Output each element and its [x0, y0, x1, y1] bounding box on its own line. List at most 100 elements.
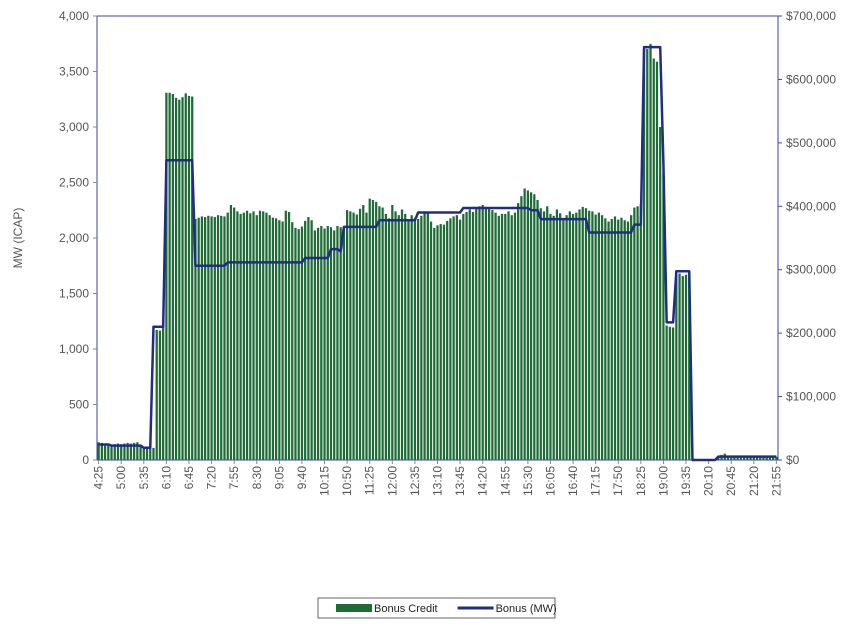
bar	[452, 216, 455, 460]
bar	[549, 213, 552, 460]
bar	[249, 213, 252, 460]
bar	[488, 207, 491, 460]
bar	[507, 211, 510, 460]
bar	[123, 443, 126, 460]
bar	[562, 218, 565, 460]
bar	[759, 456, 762, 460]
bar	[375, 201, 378, 461]
x-tick-label: 12:35	[408, 466, 422, 496]
bar	[597, 212, 601, 460]
bar	[210, 216, 213, 460]
bar	[610, 218, 613, 460]
bar	[142, 447, 145, 460]
bar	[500, 213, 504, 460]
bar	[313, 230, 316, 460]
bar	[630, 215, 633, 460]
bar	[152, 447, 155, 460]
bar	[271, 217, 275, 460]
x-tick-label: 16:40	[566, 466, 580, 496]
bar	[326, 225, 329, 460]
bar	[623, 220, 626, 460]
bar	[417, 218, 420, 460]
bar	[752, 456, 755, 460]
x-tick-label: 8:30	[250, 466, 264, 490]
y2-tick-label: $300,000	[786, 263, 836, 277]
bar	[220, 215, 223, 460]
bar	[433, 227, 436, 460]
legend-label: Bonus (MW)	[496, 603, 557, 615]
bar	[413, 218, 417, 460]
bar	[307, 217, 310, 460]
bar	[262, 211, 265, 460]
x-tick-label: 6:10	[159, 466, 173, 490]
bar	[132, 442, 136, 460]
bar	[659, 127, 662, 460]
y-tick-label: 1,000	[59, 342, 89, 356]
bar	[400, 209, 404, 460]
y2-tick-label: $600,000	[786, 72, 836, 86]
bar	[458, 219, 462, 460]
y2-tick-label: $400,000	[786, 199, 836, 213]
bar	[287, 211, 291, 460]
bar	[116, 443, 120, 460]
bar	[688, 277, 691, 460]
bar	[352, 212, 355, 460]
y-tick-label: 3,000	[59, 120, 89, 134]
bar	[358, 208, 362, 460]
bar	[139, 444, 142, 460]
x-tick-label: 14:20	[476, 466, 490, 496]
bar	[568, 211, 571, 460]
x-tick-label: 19:35	[679, 466, 693, 496]
bar	[739, 456, 743, 460]
bar	[517, 203, 520, 460]
bar	[542, 211, 546, 460]
bar	[655, 61, 659, 460]
x-tick-label: 14:55	[498, 466, 512, 496]
bar	[229, 205, 233, 460]
bar	[565, 215, 568, 460]
bar	[504, 213, 507, 460]
bar	[226, 212, 229, 460]
bar	[765, 456, 768, 460]
bar	[646, 48, 649, 461]
x-tick-label: 13:45	[453, 466, 467, 496]
bar	[497, 215, 500, 460]
bar	[268, 215, 271, 460]
bar	[281, 221, 284, 460]
bar	[468, 209, 471, 460]
bar	[439, 224, 442, 460]
bar	[316, 227, 320, 460]
bar	[471, 211, 475, 460]
bar	[258, 210, 262, 460]
bar	[510, 215, 513, 460]
bar	[475, 207, 478, 460]
x-tick-label: 18:25	[634, 466, 648, 496]
bar	[300, 226, 304, 460]
x-tick-label: 20:45	[724, 466, 738, 496]
bar	[349, 211, 352, 460]
bar	[310, 220, 313, 460]
x-tick-label: 7:20	[205, 466, 219, 490]
x-tick-label: 10:50	[340, 466, 354, 496]
bar	[342, 229, 346, 460]
bar	[675, 274, 678, 460]
bar	[671, 327, 675, 460]
x-tick-label: 5:00	[114, 466, 128, 490]
bar	[575, 212, 578, 460]
bar	[736, 456, 739, 460]
bar	[378, 206, 381, 460]
bar	[410, 215, 413, 460]
bar	[120, 444, 123, 460]
bar	[462, 213, 465, 460]
bar	[581, 206, 584, 460]
bar	[149, 447, 152, 460]
bar	[368, 198, 371, 460]
bar	[726, 456, 730, 460]
bar	[555, 209, 559, 460]
bar	[113, 444, 116, 460]
bar	[639, 203, 642, 460]
bar	[155, 329, 158, 460]
bar	[371, 199, 375, 460]
x-tick-label: 13:10	[431, 466, 445, 496]
bar	[465, 211, 468, 460]
